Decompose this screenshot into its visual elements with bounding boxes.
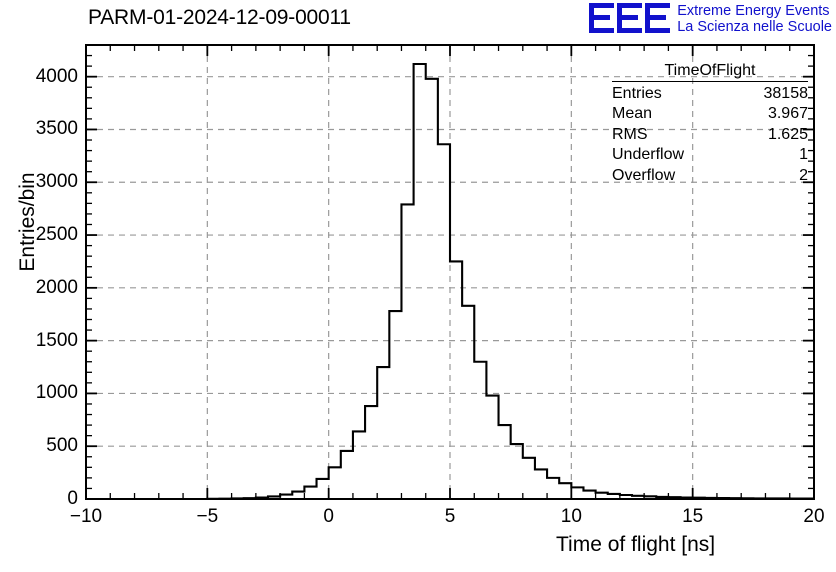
stats-box: TimeOfFlight Entries 38158 Mean 3.967 RMS 1.6… [612,62,808,185]
stats-row-value: 3.967 [767,105,808,122]
x-tick-label: 5 [444,506,456,527]
y-tick-label: 500 [46,435,78,457]
eee-logo: Extreme Energy Events La Scienza nelle S… [589,2,832,35]
stats-row-key: Underflow [612,146,685,163]
eee-logo-line2: La Scienza nelle Scuole [677,19,832,36]
y-tick-label: 4000 [35,65,78,87]
y-tick-label: 3000 [35,171,78,193]
x-axis-title: Time of flight [ns] [556,533,716,556]
x-tick-label: −5 [196,506,219,527]
letter-e-icon [645,3,671,33]
stats-row-value: 1 [799,146,808,163]
eee-logo-text: Extreme Energy Events La Scienza nelle S… [677,2,832,35]
x-tick-label: 15 [682,506,704,527]
letter-e-icon [589,3,615,33]
y-tick-label: 1000 [35,382,78,404]
x-tick-label: −10 [69,506,103,527]
page-title: PARM-01-2024-12-09-00011 [88,6,351,29]
stats-row-key: RMS [612,125,648,143]
stats-row-value: 2 [799,166,808,184]
x-tick-label: 20 [803,506,825,527]
y-tick-label: 2000 [35,276,78,298]
stats-rows: Entries 38158 Mean 3.967 RMS 1.625 Underflow 1 O… [612,82,808,185]
stats-row-value: 38158 [763,84,809,102]
stats-row-key: Entries [612,84,662,102]
y-tick-label: 2500 [35,224,78,246]
eee-mark-icon [589,3,671,33]
stats-row: Entries 38158 [612,82,808,103]
x-tick-label: 10 [560,506,582,527]
stats-row: Overflow 2 [612,164,808,185]
y-tick-label: 1500 [35,329,78,351]
stats-title: TimeOfFlight [612,62,808,82]
y-axis-title: Entries/bin [16,172,39,272]
stats-row-value: 1.625 [767,125,808,143]
histogram-outline [86,62,814,501]
letter-e-icon [617,3,643,33]
stats-row: RMS 1.625 [612,123,808,144]
stats-row: Mean 3.967 [612,103,808,124]
stats-row: Underflow 1 [612,144,808,165]
y-tick-label: 0 [67,488,78,509]
y-tick-label: 3500 [35,118,78,140]
x-tick-label: 0 [323,506,334,527]
eee-logo-line1: Extreme Energy Events [677,3,830,19]
stats-row-key: Overflow [612,166,676,184]
stats-row-key: Mean [612,105,653,122]
